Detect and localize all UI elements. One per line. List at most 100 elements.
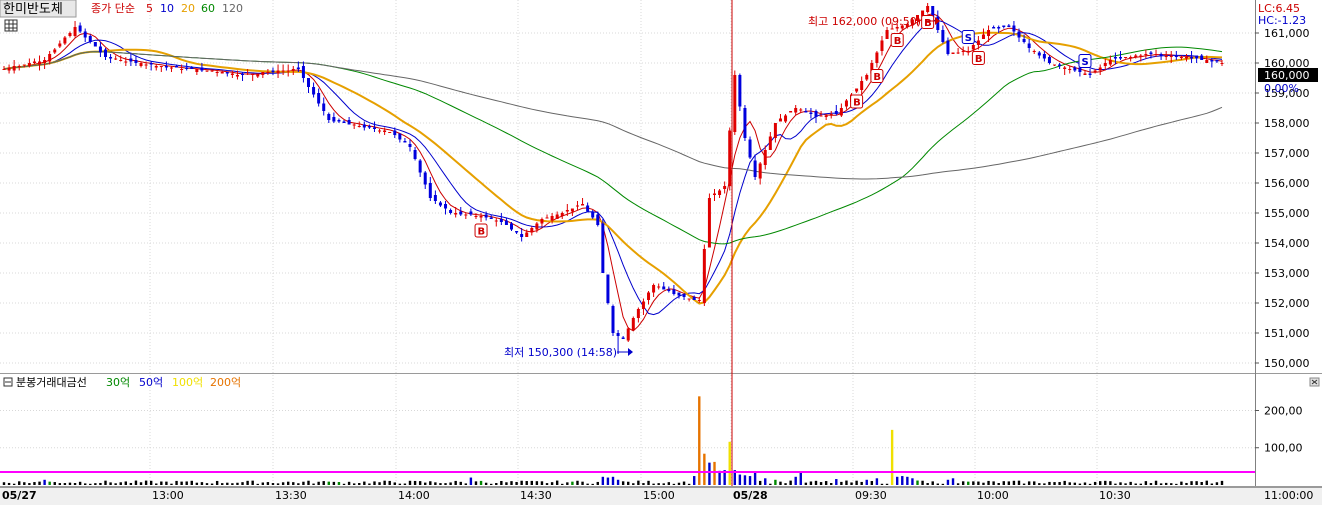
candle-body (27, 63, 31, 66)
candle-body (225, 72, 229, 74)
candle-body (946, 40, 950, 54)
volume-bar (901, 476, 904, 485)
candle-body (530, 228, 534, 233)
stock-name[interactable]: 한미반도체 (3, 2, 63, 17)
candle-body (367, 126, 371, 128)
time-tick-label: 11:00:00 (1264, 489, 1313, 502)
candle-body (499, 219, 503, 222)
volume-bar (1175, 483, 1178, 485)
volume-bar (1068, 482, 1071, 485)
time-tick-label: 14:00 (398, 489, 430, 502)
candle-body (611, 306, 615, 333)
volume-bar (383, 480, 386, 485)
candle-body (560, 213, 564, 216)
volume-bar (469, 477, 473, 485)
volume-bar (840, 481, 843, 485)
candle-body (733, 75, 737, 132)
candle-body (444, 204, 448, 209)
candle-body (520, 234, 524, 237)
candle-body (256, 73, 260, 77)
volume-bar (1180, 481, 1183, 485)
candle-body (829, 114, 833, 115)
candle-body (789, 111, 793, 113)
candle-body (525, 232, 529, 237)
volume-bar (1200, 482, 1203, 485)
svg-text:S: S (965, 33, 972, 44)
candle-body (139, 63, 143, 66)
volume-bar (571, 481, 574, 485)
candle-body (824, 115, 828, 117)
candle-body (393, 130, 397, 135)
volume-bar (845, 480, 848, 485)
candle-body (865, 75, 869, 80)
volume-bar (378, 482, 381, 485)
svg-text:B: B (873, 72, 881, 83)
candle-body (596, 214, 600, 225)
candle-body (956, 52, 960, 54)
volume-bar (155, 483, 158, 485)
candle-body (73, 27, 77, 36)
ma-indicator-name: 종가 단순 (91, 2, 135, 15)
candle-body (464, 214, 468, 216)
candle-body (205, 70, 209, 72)
volume-bar (809, 481, 813, 485)
candle-body (1108, 60, 1112, 65)
close-icon[interactable] (1309, 377, 1320, 387)
svg-text:B: B (478, 227, 486, 238)
time-tick-label: 15:00 (643, 489, 675, 502)
candle-body (43, 60, 47, 63)
volume-bar (175, 480, 178, 485)
volume-bar (104, 480, 107, 485)
candle-body (941, 30, 945, 42)
volume-bar (1083, 482, 1087, 485)
volume-bar (7, 482, 11, 485)
candle-body (469, 211, 473, 215)
volume-bar (180, 481, 183, 485)
volume-bar (464, 483, 468, 485)
volume-bar (1134, 483, 1137, 485)
volume-bar (535, 481, 539, 485)
candle-body (164, 66, 168, 68)
volume-bar (855, 480, 858, 485)
volume-bar (1017, 480, 1021, 485)
candle-body (474, 216, 478, 217)
volume-bar (814, 480, 818, 485)
candle-body (1134, 55, 1138, 57)
candle-body (454, 213, 458, 215)
volume-bar (566, 482, 569, 485)
volume-bar (129, 482, 133, 485)
candle-body (641, 301, 645, 309)
svg-text:B: B (894, 36, 902, 47)
price-axis: 161,000 160,000 159,000 158,000 157,000 156,0… (1255, 27, 1310, 370)
candle-body (992, 27, 996, 29)
candle-body (129, 58, 133, 62)
volume-bar (302, 481, 305, 485)
candle-body (921, 10, 925, 17)
volume-bar (693, 476, 696, 485)
candle-body (185, 67, 189, 69)
price-tick-label: 155,000 (1264, 207, 1310, 220)
candle-body (515, 231, 519, 233)
candle-body (32, 61, 36, 63)
candle-body (372, 127, 376, 129)
candle-body (413, 150, 417, 159)
volume-panel-title: 분봉거래대금선 (16, 376, 87, 389)
volume-bar (906, 476, 909, 485)
volume-bar (1053, 482, 1056, 485)
volume-bar (1048, 481, 1051, 485)
candle-body (555, 214, 559, 219)
candle-body (723, 186, 727, 189)
candle-body (48, 54, 52, 62)
volume-bar (627, 481, 630, 485)
svg-text:B: B (853, 98, 861, 109)
volume-bar (794, 476, 797, 485)
ma-line-120 (3, 51, 1223, 180)
candle-body (357, 126, 361, 127)
volume-bar (322, 481, 325, 485)
moving-average-lines (3, 13, 1223, 332)
volume-bar (429, 481, 432, 485)
volume-bar (109, 482, 112, 485)
candle-body (540, 219, 544, 224)
grid-toggle-icon[interactable] (4, 19, 18, 32)
